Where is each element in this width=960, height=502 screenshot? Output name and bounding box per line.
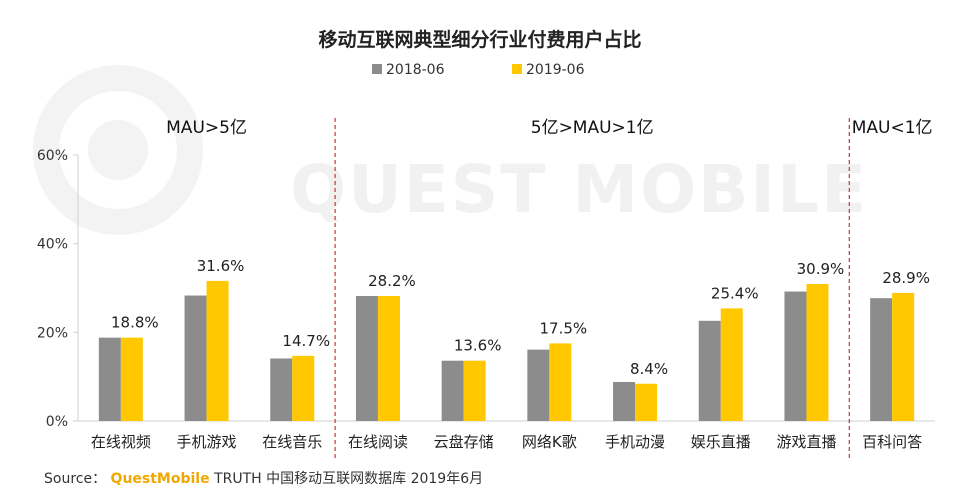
data-label: 8.4% [630, 360, 668, 378]
bar-series2 [549, 343, 572, 421]
source-brand: QuestMobile [110, 471, 210, 487]
category-label: 云盘存储 [434, 433, 494, 451]
category-label: 手机动漫 [605, 433, 665, 451]
bar-series2 [292, 355, 315, 421]
category-label: 在线视频 [91, 433, 151, 451]
bar-series2 [892, 292, 915, 421]
bar-series1 [441, 360, 464, 421]
category-label: 在线音乐 [262, 433, 322, 451]
category-label: 在线阅读 [348, 433, 408, 451]
chart-title: 移动互联网典型细分行业付费用户占比 [318, 28, 641, 51]
bar-series1 [613, 381, 636, 421]
y-tick-label: 60% [37, 148, 68, 164]
watermark: QUEST MOBILE [33, 65, 868, 235]
source-line: Source： QuestMobile TRUTH 中国移动互联网数据库 201… [44, 468, 483, 488]
source-prefix: Source： [44, 471, 107, 487]
legend-swatch [512, 64, 522, 74]
group-dividers [334, 118, 850, 459]
watermark-logo-dot [88, 120, 148, 180]
y-tick-label: 20% [37, 325, 68, 341]
y-tick-label: 40% [37, 237, 68, 253]
legend-swatch [372, 64, 382, 74]
bar-series2 [377, 295, 400, 421]
category-label: 网络K歌 [522, 433, 577, 451]
data-label: 30.9% [797, 260, 845, 278]
bars [98, 280, 915, 421]
bar-series1 [270, 358, 293, 421]
bar-series2 [720, 308, 743, 421]
group-label: MAU>5亿 [166, 118, 247, 138]
bar-series1 [98, 337, 121, 421]
bar-series1 [527, 349, 550, 421]
legend: 2018-06 2019-06 [372, 62, 585, 78]
group-labels: MAU>5亿 5亿>MAU>1亿 MAU<1亿 [166, 118, 932, 138]
bar-series1 [355, 295, 378, 421]
data-label: 13.6% [454, 337, 502, 355]
bar-series1 [784, 291, 807, 421]
bar-series2 [806, 284, 829, 421]
chart: QUEST MOBILE 移动互联网典型细分行业付费用户占比 2018-06 20… [33, 28, 935, 459]
bar-series1 [698, 320, 721, 421]
watermark-text: QUEST MOBILE [290, 151, 868, 228]
legend-label: 2019-06 [526, 62, 585, 78]
watermark-logo-icon [33, 65, 203, 235]
category-label: 游戏直播 [776, 433, 836, 451]
y-tick-label: 0% [46, 414, 68, 430]
category-label: 手机游戏 [177, 433, 237, 451]
bar-series1 [870, 298, 893, 421]
bar-series2 [463, 360, 486, 421]
category-label: 娱乐直播 [691, 433, 751, 451]
source-text: TRUTH 中国移动互联网数据库 2019年6月 [214, 471, 484, 487]
data-label: 18.8% [111, 314, 159, 332]
bar-series1 [184, 295, 207, 421]
group-label: 5亿>MAU>1亿 [531, 118, 654, 138]
bar-series2 [120, 337, 143, 421]
data-label: 28.9% [882, 269, 930, 287]
data-label: 25.4% [711, 284, 759, 302]
data-labels: 18.8% 31.6% 14.7% 28.2% 13.6% 17.5% 8.4% 25.4% 3… [111, 257, 930, 378]
data-label: 17.5% [540, 319, 588, 337]
group-label: MAU<1亿 [852, 118, 933, 138]
legend-label: 2018-06 [386, 62, 445, 78]
category-label: 百科问答 [862, 433, 922, 451]
bar-series2 [635, 383, 658, 421]
data-label: 28.2% [368, 272, 416, 290]
data-label: 14.7% [282, 332, 330, 350]
bar-series2 [206, 280, 229, 421]
data-label: 31.6% [197, 257, 245, 275]
category-labels: 在线视频 手机游戏 在线音乐 在线阅读 云盘存储 网络K歌 手机动漫 娱乐直播 游戏直播 百科问答 [91, 433, 922, 451]
